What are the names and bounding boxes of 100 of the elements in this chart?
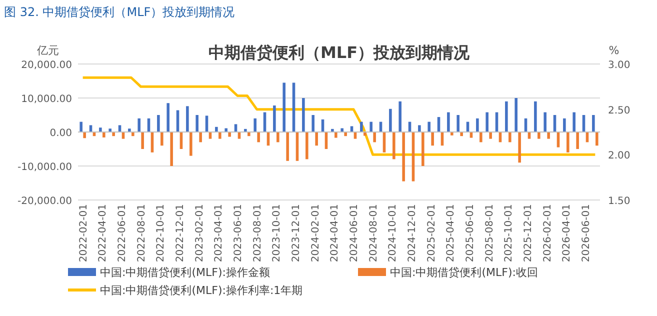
bar [315,132,318,146]
x-tick-label: 2023-08-01 [252,204,264,262]
bar [132,132,134,136]
bar [576,132,579,149]
bar [248,132,250,136]
x-tick-label: 2025-04-01 [446,204,457,262]
bar [286,132,289,161]
y-tick-label: -20,000.00 [17,196,72,207]
chart-title: 中期借贷便利（MLF）投放到期情况 [208,43,471,62]
x-tick-label: 2024-02-01 [310,204,322,262]
legend-label: 中国:中期借贷便利(MLF):收回 [390,266,538,279]
bar [566,132,570,152]
bar [592,115,595,132]
x-tick-label: 2026-02-01 [542,204,554,262]
x-tick-label: 2025-10-01 [504,204,515,262]
x-tick-label: 2026-04-01 [562,204,573,262]
bar [218,132,222,139]
y-tick-label: -10,000.00 [17,162,72,173]
bar [190,132,192,156]
bar [302,98,305,132]
bar [99,128,102,132]
bar [392,132,396,160]
y2-tick-label: 1.50 [608,196,630,207]
bar [83,132,86,138]
x-tick-label: 2025-06-01 [465,204,476,262]
bar [505,101,508,132]
x-tick-label: 2022-08-01 [136,204,148,262]
bar [518,132,521,163]
bar [514,98,518,132]
bar [196,115,198,132]
y-tick-label: 10,000.00 [21,94,72,105]
x-tick-label: 2024-08-01 [368,204,380,262]
bar [596,132,598,146]
x-tick-label: 2025-08-01 [484,204,496,262]
bar [157,115,160,132]
line-series [82,76,596,156]
x-tick-label: 2022-12-01 [175,204,186,262]
bar [257,132,260,142]
x-tick-label: 2022-04-01 [98,204,109,262]
bar [389,108,392,132]
y-tick-label: 20,000.00 [21,60,72,71]
bar [460,132,463,136]
bar [186,106,189,132]
bar [80,122,82,132]
legend-label: 中国:中期借贷便利(MLF):操作利率:1年期 [100,284,303,297]
bar [563,118,566,132]
bar [572,112,576,132]
bar [306,132,308,160]
x-tick-label: 2022-10-01 [156,204,167,262]
bar [422,132,424,166]
bar [138,118,140,132]
bar [166,103,170,132]
bar [547,132,550,139]
bar [431,132,434,146]
bar [538,132,540,139]
bar [273,105,276,132]
bar [373,132,376,142]
x-tick-label: 2024-10-01 [388,204,399,262]
bar [398,101,402,132]
bar [141,132,144,149]
bar [370,122,372,132]
legend-label: 中国:中期借贷便利(MLF):操作金额 [100,266,270,279]
bar [476,118,479,132]
bar [508,132,512,142]
x-tick-label: 2024-04-01 [330,204,341,262]
x-tick-label: 2025-02-01 [426,204,438,262]
x-tick-label: 2023-04-01 [214,204,225,262]
bar [428,122,430,132]
y2-tick-label: 2.00 [608,150,630,162]
bar [282,82,286,132]
bar [102,132,106,138]
bar [489,132,492,139]
y-axis-title: 亿元 [36,44,59,57]
bar [312,115,314,132]
bar [450,132,454,136]
bar [112,132,115,136]
bar [418,125,421,132]
x-tick-label: 2025-12-01 [523,204,534,262]
bar [199,132,202,142]
x-tick-label: 2022-02-01 [78,204,90,262]
x-tick-label: 2024-06-01 [349,204,360,262]
bar [456,115,460,132]
bar [215,126,218,132]
x-tick-label: 2023-02-01 [194,204,206,262]
bar [128,128,131,132]
bar [344,132,347,136]
bar [402,132,405,182]
bar [534,101,537,132]
x-tick-label: 2023-12-01 [291,204,302,262]
caption: 图 32. 中期借贷便利（MLF）投放到期情况 [4,5,235,19]
bar [486,112,488,132]
bar [254,118,256,132]
x-tick-label: 2026-06-01 [581,204,592,262]
bar [480,132,482,142]
bar [334,132,338,138]
x-tick-label: 2023-06-01 [233,204,244,262]
bar [108,128,112,132]
y2-tick-label: 3.00 [608,60,630,71]
bar [276,132,280,142]
bar [360,122,363,132]
